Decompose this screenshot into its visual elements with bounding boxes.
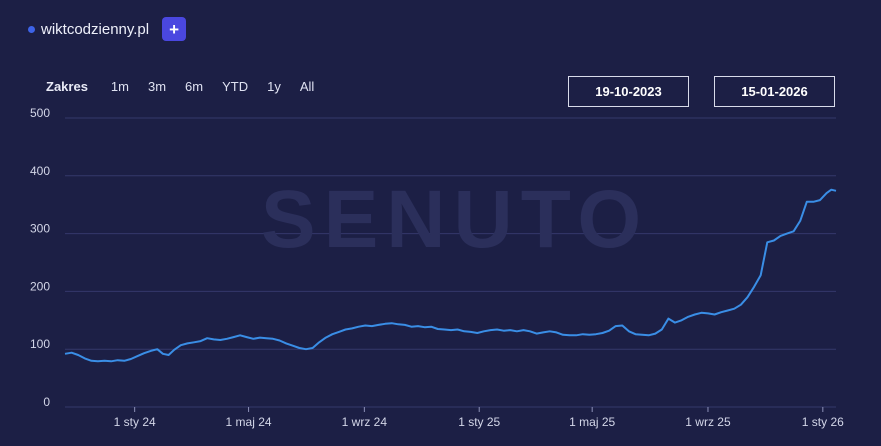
y-tick-label: 400 bbox=[30, 164, 50, 178]
x-tick-label: 1 maj 24 bbox=[226, 415, 272, 429]
range-label: Zakres bbox=[46, 79, 88, 94]
legend-dot-icon bbox=[28, 25, 35, 33]
range-all-button[interactable]: All bbox=[299, 79, 315, 94]
add-series-button[interactable]: + bbox=[162, 17, 187, 41]
range-3m-button[interactable]: 3m bbox=[147, 79, 167, 94]
x-tick-label: 1 wrz 25 bbox=[685, 415, 731, 429]
legend-label[interactable]: wiktcodzienny.pl bbox=[41, 20, 150, 38]
series-line-0[interactable] bbox=[64, 188, 837, 363]
x-tick-label: 1 sty 24 bbox=[114, 415, 156, 429]
x-tick-label: 1 maj 25 bbox=[569, 415, 615, 429]
x-tick-label: 1 sty 25 bbox=[458, 415, 500, 429]
legend: wiktcodzienny.pl + bbox=[28, 17, 187, 41]
start-date-input[interactable]: 19-10-2023 bbox=[568, 76, 689, 107]
y-tick-label: 300 bbox=[30, 222, 50, 236]
y-tick-label: 100 bbox=[30, 337, 50, 351]
end-date-input[interactable]: 15-01-2026 bbox=[714, 76, 835, 107]
watermark-logo: SENUTO bbox=[261, 174, 649, 265]
range-6m-button[interactable]: 6m bbox=[185, 79, 204, 94]
range-selector: Zakres 1m 3m 6m YTD 1y All bbox=[46, 79, 333, 94]
y-tick-label: 200 bbox=[30, 279, 50, 293]
y-tick-label: 500 bbox=[30, 106, 50, 120]
y-tick-label: 0 bbox=[43, 395, 50, 409]
range-1m-button[interactable]: 1m bbox=[110, 79, 129, 94]
range-1y-button[interactable]: 1y bbox=[267, 79, 281, 94]
x-tick-label: 1 wrz 24 bbox=[342, 415, 388, 429]
range-ytd-button[interactable]: YTD bbox=[222, 79, 249, 94]
x-tick-label: 1 sty 26 bbox=[802, 415, 844, 429]
